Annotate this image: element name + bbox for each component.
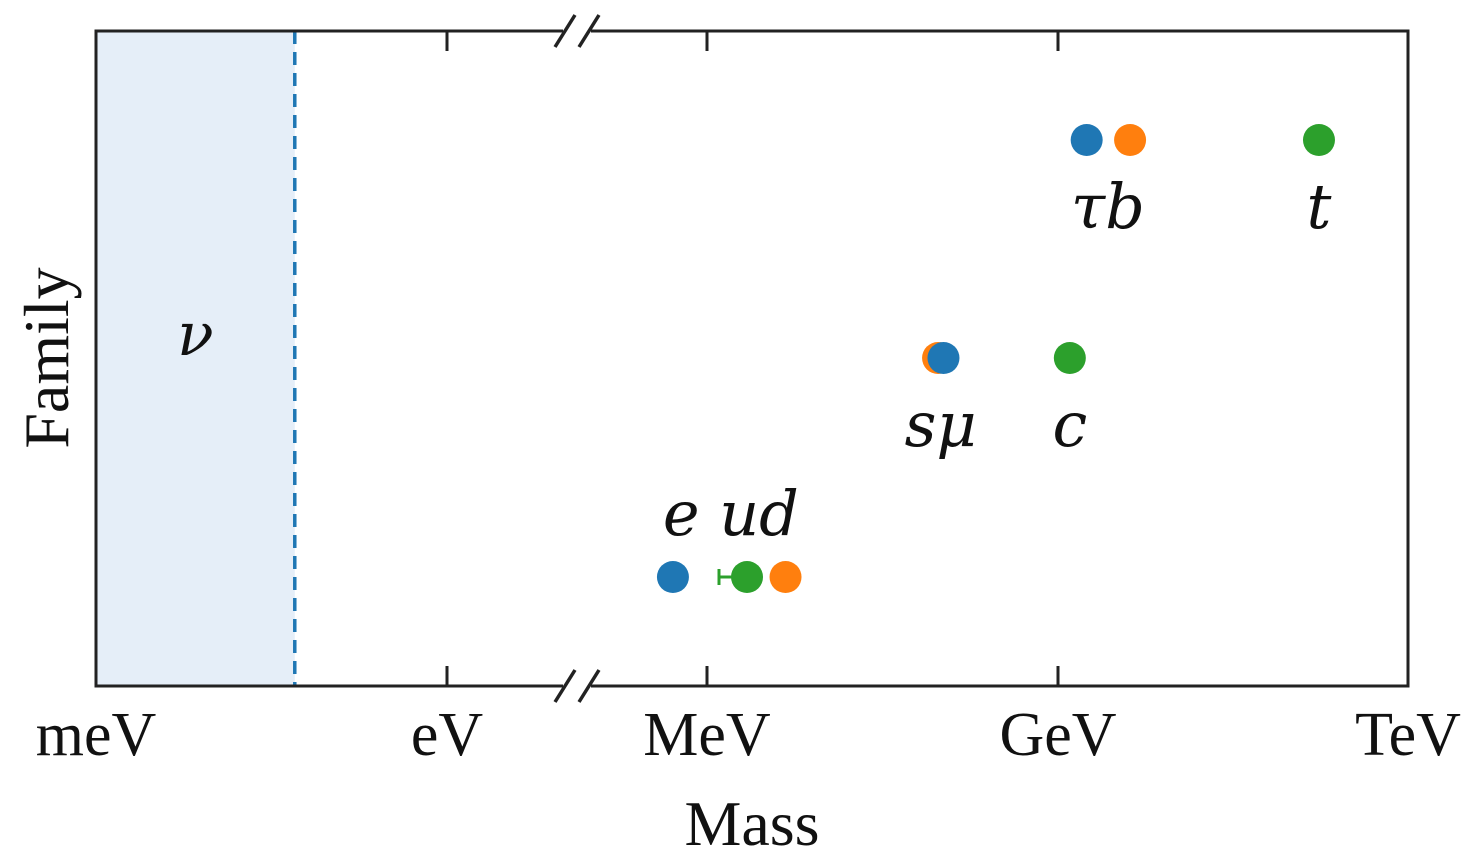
point-labels: e ud sμ c τb t bbox=[663, 170, 1332, 550]
x-tick-label-meV: meV bbox=[36, 701, 157, 769]
x-tick-label-MeV: MeV bbox=[643, 701, 771, 769]
point-u bbox=[731, 561, 764, 593]
axis-break-gap-top bbox=[563, 26, 591, 36]
axis-break-slash-bottom-0 bbox=[553, 669, 577, 703]
point-t bbox=[1302, 124, 1335, 156]
neutrino-region-label: ν bbox=[177, 300, 213, 370]
x-tick-label-TeV: TeV bbox=[1355, 701, 1461, 769]
x-tick-label-GeV: GeV bbox=[999, 701, 1116, 769]
x-ticks: meV eV MeV GeV TeV bbox=[36, 31, 1461, 769]
point-e bbox=[656, 561, 689, 593]
plot-frame bbox=[94, 29, 1410, 688]
axis-break-slash-bottom-1 bbox=[577, 669, 601, 703]
point-τ bbox=[1070, 124, 1103, 156]
axis-break-slash-top-0 bbox=[553, 14, 577, 48]
axis-break-gap-bottom bbox=[563, 681, 591, 691]
label-t: t bbox=[1307, 170, 1332, 243]
point-c bbox=[1053, 342, 1086, 374]
axis-break-slash-top-1 bbox=[577, 14, 601, 48]
point-μ bbox=[927, 342, 960, 374]
data-points bbox=[656, 124, 1335, 593]
label-c: c bbox=[1052, 388, 1087, 461]
x-axis-label: Mass bbox=[684, 788, 819, 858]
point-d bbox=[769, 561, 802, 593]
axis-break-markers bbox=[553, 14, 601, 703]
label-τb: τb bbox=[1071, 170, 1145, 243]
label-e-ud: e ud bbox=[663, 477, 799, 550]
label-sμ: sμ bbox=[905, 388, 977, 461]
point-b bbox=[1114, 124, 1147, 156]
y-axis-label: Family bbox=[11, 267, 82, 448]
neutrino-region bbox=[96, 31, 295, 686]
x-tick-label-eV: eV bbox=[411, 701, 484, 769]
